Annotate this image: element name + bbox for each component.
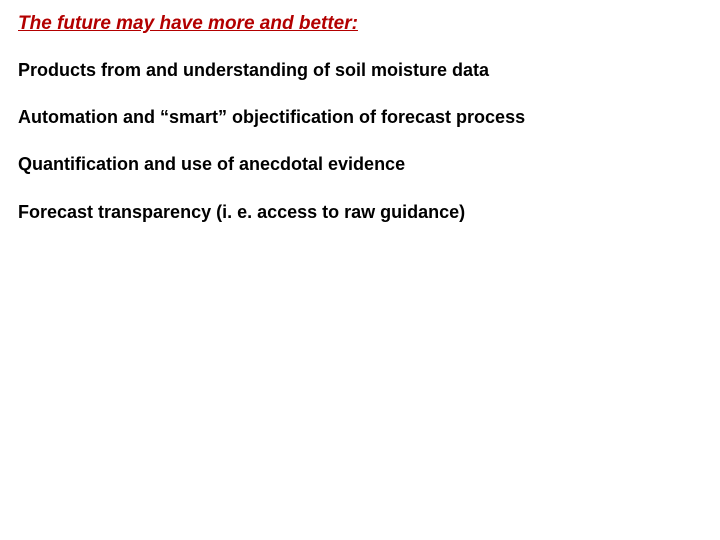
bullet-item: Quantification and use of anecdotal evid… <box>18 153 702 176</box>
slide-heading: The future may have more and better: <box>18 12 702 37</box>
bullet-item: Automation and “smart” objectification o… <box>18 106 702 129</box>
slide-container: The future may have more and better: Pro… <box>0 0 720 540</box>
bullet-item: Products from and understanding of soil … <box>18 59 702 82</box>
bullet-item: Forecast transparency (i. e. access to r… <box>18 201 702 224</box>
